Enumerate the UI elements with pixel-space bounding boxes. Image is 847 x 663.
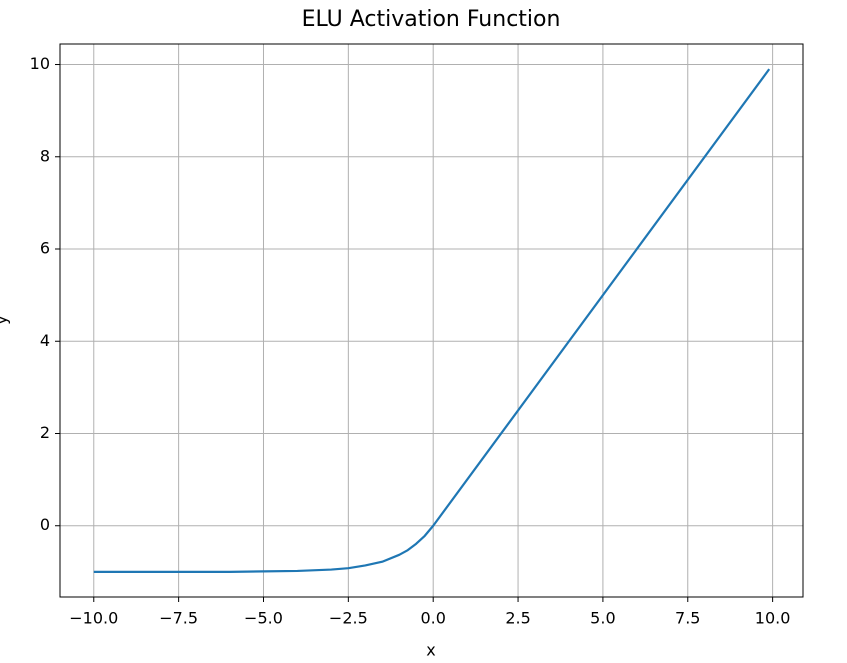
y-tick-label: 10 [30, 54, 50, 73]
x-tick-label: −2.5 [329, 609, 368, 628]
y-tick-label: 8 [40, 146, 50, 165]
x-tick-label: 2.5 [505, 609, 530, 628]
chart-title: ELU Activation Function [302, 7, 561, 32]
plot-frame [59, 43, 804, 598]
x-tick-label: −7.5 [159, 609, 198, 628]
x-tick-label: −10.0 [69, 609, 118, 628]
y-tick-label: 6 [40, 239, 50, 258]
x-tick-label: 5.0 [590, 609, 615, 628]
x-tick-label: 7.5 [675, 609, 700, 628]
y-tick-label: 4 [40, 331, 50, 350]
line-series [93, 68, 771, 573]
x-tick-label: 10.0 [755, 609, 791, 628]
x-tick-label: 0.0 [420, 609, 445, 628]
x-tick-label: −5.0 [244, 609, 283, 628]
y-axis-label: y [0, 315, 11, 324]
y-tick-label: 0 [40, 515, 50, 534]
y-tick-label: 2 [40, 423, 50, 442]
x-axis-label: x [426, 641, 435, 660]
